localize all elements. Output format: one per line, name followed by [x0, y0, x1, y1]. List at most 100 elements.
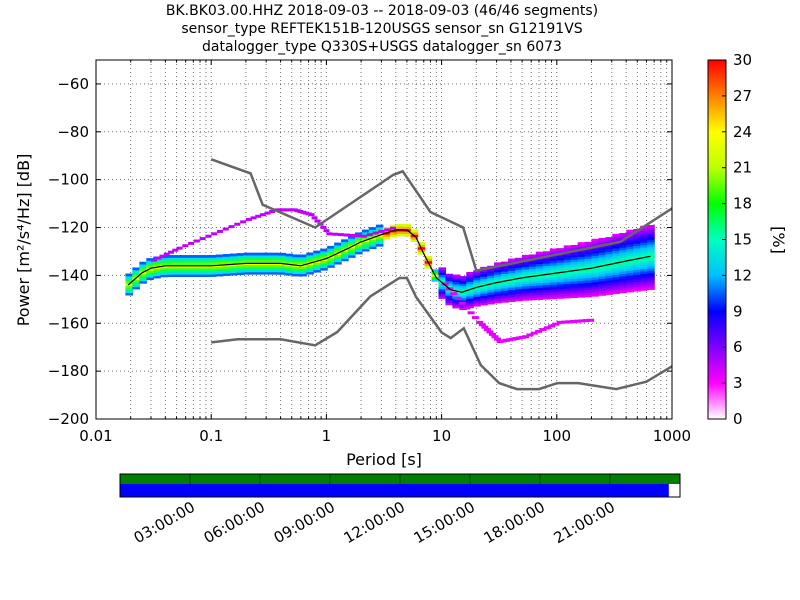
- ppsd-cell: [549, 258, 558, 261]
- y-tick-label: −100: [48, 171, 89, 189]
- ppsd-cell: [487, 268, 495, 271]
- ppsd-cell: [292, 261, 300, 265]
- ppsd-cell: [501, 297, 509, 301]
- ppsd-cell: [542, 287, 551, 290]
- ppsd-cell: [269, 209, 276, 213]
- ppsd-cell: [605, 280, 614, 283]
- title-line-2: sensor_type REFTEK151B-120USGS sensor_sn…: [181, 21, 583, 37]
- ppsd-cell: [633, 245, 641, 249]
- ppsd-cell: [208, 259, 217, 263]
- ppsd-cell: [528, 292, 537, 296]
- ppsd-cell: [348, 252, 356, 256]
- ppsd-cell: [139, 278, 147, 282]
- ppsd-cell: [327, 257, 335, 261]
- ppsd-cell: [640, 230, 648, 234]
- ppsd-cell: [570, 292, 579, 296]
- ppsd-cell: [556, 288, 565, 292]
- ppsd-cell: [598, 290, 607, 294]
- ppsd-cell: [125, 285, 133, 289]
- colorbar-tick-label: 15: [733, 231, 752, 249]
- ppsd-cell: [570, 273, 579, 277]
- ppsd-cell: [501, 299, 509, 303]
- ppsd-cell: [208, 254, 217, 258]
- ppsd-cell: [508, 296, 516, 300]
- ppsd-cell: [494, 293, 502, 297]
- ppsd-cell: [501, 271, 509, 274]
- ppsd-cell: [216, 229, 223, 233]
- ppsd-cell: [640, 228, 648, 231]
- plot-frame: [95, 59, 673, 420]
- ppsd-cell: [605, 256, 614, 260]
- ppsd-cell: [466, 291, 474, 294]
- ppsd-cell: [633, 264, 641, 268]
- ppsd-cell: [236, 265, 245, 268]
- ppsd-cell: [508, 277, 516, 281]
- ppsd-cell: [619, 268, 627, 272]
- ppsd-cell: [640, 237, 648, 241]
- ppsd-cell: [535, 263, 544, 267]
- ppsd-cell: [236, 267, 245, 271]
- ppsd-cell: [424, 256, 433, 259]
- ppsd-cell: [535, 289, 544, 293]
- ppsd-cell: [542, 263, 551, 267]
- ppsd-cell: [473, 294, 481, 297]
- ppsd-cell: [193, 239, 200, 243]
- ppsd-cell: [521, 288, 530, 292]
- ppsd-cell: [139, 276, 147, 279]
- ppsd-cell: [182, 244, 189, 248]
- ppsd-cell: [208, 257, 217, 261]
- ppsd-cell: [549, 284, 558, 288]
- ppsd-cell: [146, 258, 154, 261]
- ppsd-cell: [556, 293, 565, 297]
- ppsd-cell: [167, 274, 175, 277]
- ppsd-cell: [508, 287, 516, 291]
- ppsd-cell: [508, 289, 516, 293]
- ppsd-cell: [640, 276, 648, 279]
- ppsd-cell: [626, 236, 634, 240]
- ppsd-cell: [528, 295, 537, 298]
- ppsd-cell: [535, 329, 543, 333]
- ppsd-cell: [619, 266, 627, 270]
- ppsd-cell: [361, 231, 370, 235]
- ppsd-cell: [215, 259, 224, 263]
- ppsd-cell: [521, 266, 530, 270]
- ppsd-cell: [542, 294, 551, 298]
- ppsd-cell: [355, 234, 362, 238]
- ppsd-cell: [570, 280, 579, 284]
- ppsd-cell: [459, 278, 467, 282]
- ppsd-cell: [132, 279, 140, 283]
- ppsd-cell: [556, 291, 565, 294]
- ppsd-cell: [438, 296, 447, 299]
- ppsd-cell: [255, 214, 262, 218]
- ppsd-cell: [250, 216, 257, 220]
- ppsd-cell: [508, 280, 516, 283]
- ppsd-cell: [494, 300, 502, 304]
- ppsd-cell: [201, 262, 210, 266]
- ppsd-cell: [633, 281, 641, 285]
- ppsd-cell: [236, 255, 245, 259]
- ppsd-cell: [640, 261, 648, 265]
- ppsd-cell: [556, 267, 565, 271]
- ppsd-cell: [626, 241, 634, 245]
- ppsd-cell: [577, 242, 586, 245]
- ppsd-cell: [521, 254, 530, 258]
- ppsd-cell: [271, 252, 280, 256]
- ppsd-cell: [598, 249, 607, 253]
- ppsd-cell: [591, 289, 600, 292]
- ppsd-cell: [605, 277, 614, 281]
- ppsd-cell: [229, 255, 238, 259]
- ppsd-cell: [250, 255, 259, 258]
- ppsd-cell: [556, 248, 565, 251]
- ppsd-cell: [626, 239, 634, 243]
- ppsd-cell: [530, 331, 538, 335]
- colorbar-tick-label: 21: [733, 159, 752, 177]
- ppsd-cell: [598, 281, 607, 284]
- ppsd-cell: [577, 270, 586, 274]
- ppsd-cell: [299, 266, 307, 270]
- ppsd-cell: [483, 328, 491, 332]
- ppsd-cell: [271, 255, 280, 258]
- ppsd-cell: [459, 304, 467, 308]
- ppsd-cell: [633, 260, 641, 263]
- timeline-tick-label: 03:00:00: [131, 498, 198, 547]
- ppsd-cell: [208, 262, 217, 265]
